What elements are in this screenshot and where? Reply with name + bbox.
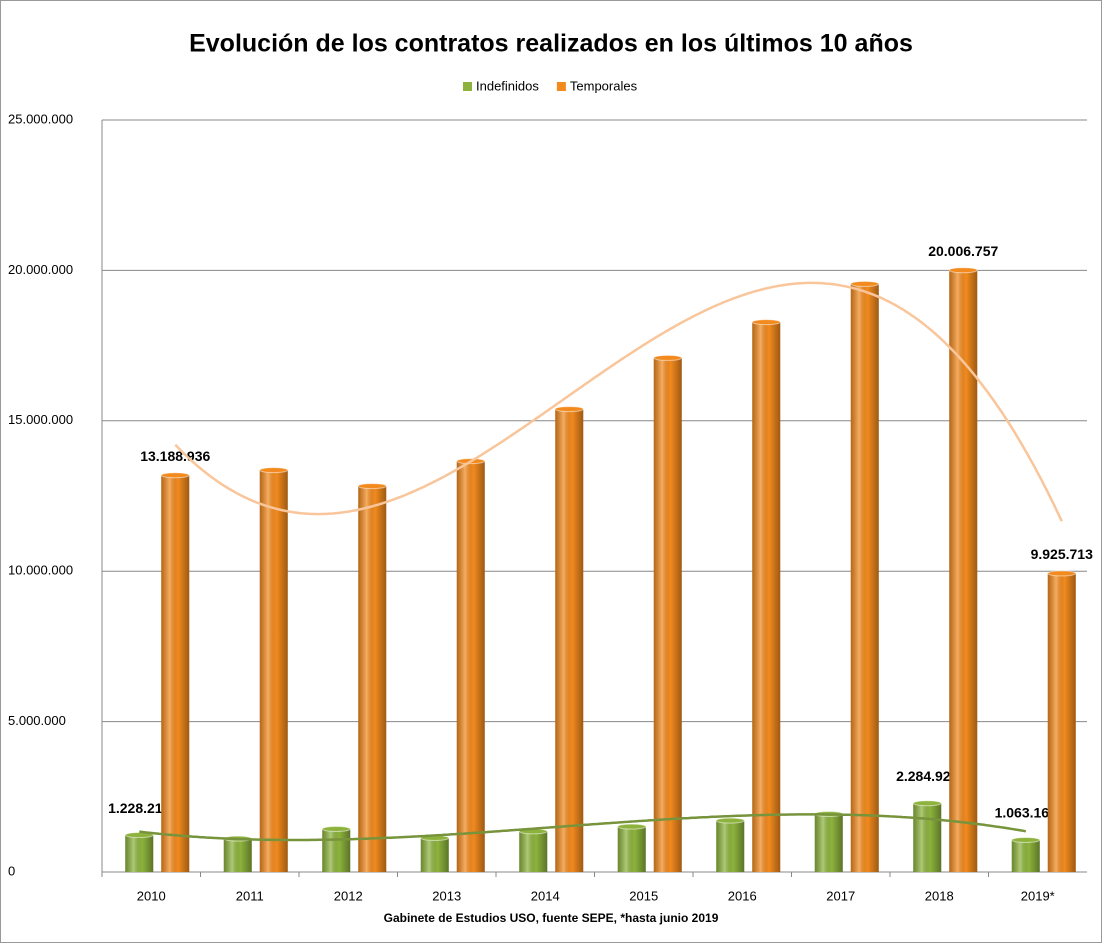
bar-cap — [751, 319, 781, 326]
bar-cap — [554, 406, 584, 413]
x-tick-label: 2015 — [629, 888, 658, 903]
trend-line — [174, 281, 1063, 522]
x-tick-label: 2018 — [925, 888, 954, 903]
bar-shade — [653, 357, 682, 872]
bar-cap — [653, 354, 683, 361]
bar-cap — [321, 825, 351, 832]
bar-cap — [1011, 837, 1041, 844]
x-tick-label: 2013 — [432, 888, 461, 903]
bar-shade — [125, 835, 154, 872]
bar-shade — [949, 270, 978, 872]
x-tick-label: 2019* — [1021, 888, 1055, 903]
bar-shade — [223, 838, 252, 872]
bar-cap — [1047, 570, 1077, 577]
bar-shade — [420, 838, 449, 872]
bar-shade — [322, 828, 351, 872]
x-tick-label: 2011 — [236, 888, 264, 903]
bar-shade — [752, 322, 781, 873]
legend-label: Temporales — [570, 78, 638, 93]
bar-cap — [715, 817, 745, 824]
y-tick-label: 5.000.000 — [8, 713, 66, 728]
x-tick-label: 2016 — [728, 888, 757, 903]
bar-shade — [519, 831, 548, 872]
legend-swatch — [556, 82, 566, 91]
bar-cap — [948, 267, 978, 274]
bar-cap — [259, 467, 289, 474]
data-label: 20.006.757 — [928, 243, 998, 259]
x-tick-label: 2014 — [531, 888, 560, 903]
bar-shade — [1047, 573, 1076, 872]
y-tick-label: 10.000.000 — [8, 563, 73, 578]
x-tick-label: 2010 — [137, 888, 166, 903]
y-tick-label: 25.000.000 — [8, 111, 73, 126]
bar-cap — [850, 280, 880, 287]
bar-shade — [555, 409, 584, 872]
bar-shade — [617, 826, 646, 872]
chart-title: Evolución de los contratos realizados en… — [189, 30, 913, 58]
y-tick-label: 15.000.000 — [8, 412, 73, 427]
y-tick-label: 20.000.000 — [8, 262, 73, 277]
bar-shade — [1011, 840, 1040, 872]
legend-label: Indefinidos — [476, 78, 539, 93]
bar-cap — [617, 823, 647, 830]
bar-cap — [160, 472, 190, 479]
data-label: 9.925.713 — [1031, 546, 1093, 562]
data-label: 1.063.166 — [995, 805, 1057, 821]
bar-shade — [716, 820, 745, 872]
legend: Indefinidos Temporales — [463, 78, 638, 93]
data-label: 1.228.214 — [108, 800, 170, 816]
bar-cap — [357, 483, 387, 490]
bar-shade — [814, 813, 843, 872]
legend-swatch — [463, 82, 472, 91]
bar-cap — [912, 800, 942, 807]
x-tick-label: 2017 — [826, 888, 855, 903]
bar-shade — [913, 803, 942, 872]
data-label: 2.284.924 — [896, 768, 958, 784]
y-tick-label: 0 — [8, 863, 15, 878]
bar-shade — [456, 461, 485, 872]
trend-line — [139, 813, 1027, 842]
bar-shade — [259, 470, 288, 872]
bar-shade — [161, 475, 190, 872]
data-label: 13.188.936 — [140, 448, 210, 464]
x-axis-title: Gabinete de Estudios USO, fuente SEPE, *… — [384, 911, 719, 925]
x-tick-label: 2012 — [334, 888, 363, 903]
bar-shade — [358, 486, 387, 872]
bar-shade — [850, 283, 879, 872]
